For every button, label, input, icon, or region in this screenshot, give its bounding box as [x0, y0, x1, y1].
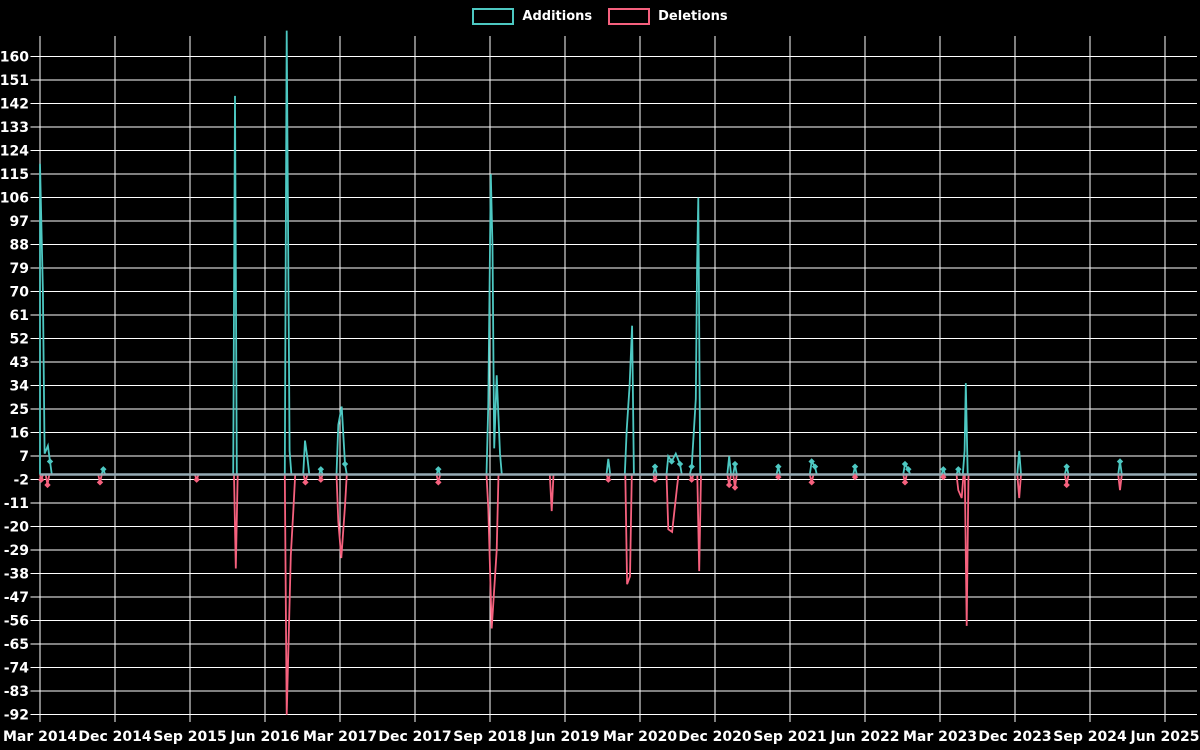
additions-point-marker	[811, 463, 819, 470]
x-axis-tick-label: Dec 2020	[678, 729, 752, 745]
additions-point-marker	[1063, 463, 1070, 470]
y-axis-tick-label: 43	[10, 355, 29, 371]
y-axis-tick-label: -2	[13, 473, 29, 489]
x-axis-tick-label: Sep 2021	[753, 729, 826, 745]
y-axis-tick-label: -65	[4, 637, 29, 653]
deletions-point-marker	[940, 473, 947, 481]
additions-point-marker	[808, 458, 815, 465]
legend-item-deletions[interactable]: Deletions	[608, 8, 728, 25]
y-axis-tick-label: -47	[4, 590, 29, 606]
additions-point-marker	[100, 466, 107, 473]
additions-swatch-icon	[472, 8, 515, 25]
deletions-point-marker	[725, 481, 733, 489]
y-axis-tick-label: 88	[10, 238, 29, 254]
x-axis-tick-label: Mar 2023	[903, 729, 977, 745]
deletions-line	[39, 473, 1197, 715]
y-axis-tick-label: 25	[10, 402, 29, 418]
deletions-point-marker	[38, 476, 45, 483]
deletions-point-marker	[775, 473, 782, 481]
y-axis-tick-label: 52	[10, 332, 29, 348]
y-axis-tick-label: 160	[0, 50, 29, 66]
additions-point-marker	[775, 463, 782, 470]
additions-point-marker	[955, 466, 962, 473]
chart-legend: Additions Deletions	[0, 8, 1200, 25]
legend-label-deletions: Deletions	[658, 9, 728, 24]
legend-item-additions[interactable]: Additions	[472, 8, 592, 25]
additions-point-marker	[317, 466, 325, 473]
y-axis-tick-label: -38	[4, 567, 29, 583]
y-axis-tick-label: -83	[4, 684, 29, 700]
deletions-point-marker	[605, 476, 612, 483]
x-axis-tick-label: Sep 2018	[453, 729, 526, 745]
y-axis-labels: 160 151 142 133 124 115 106 97 88 79 70 61 52 43 34 25 1…	[0, 50, 29, 724]
gridlines	[30, 36, 1197, 722]
deletions-point-marker	[317, 476, 325, 483]
deletions-point-marker	[302, 479, 309, 486]
y-axis-tick-label: -20	[4, 520, 30, 536]
deletions-point-marker	[193, 476, 200, 483]
y-axis-tick-label: 151	[0, 73, 29, 89]
deletions-swatch-icon	[608, 8, 651, 25]
x-axis-tick-label: Mar 2014	[3, 729, 77, 745]
additions-line	[39, 30, 1197, 476]
legend-label-additions: Additions	[522, 9, 593, 24]
additions-point-marker	[901, 460, 909, 468]
y-axis-tick-label: 7	[19, 449, 29, 465]
additions-markers	[46, 458, 1124, 473]
x-axis-tick-label: Jun 2019	[530, 729, 600, 745]
y-axis-tick-label: 133	[0, 120, 29, 136]
y-axis-tick-label: 79	[10, 261, 29, 277]
y-axis-tick-label: 115	[0, 167, 29, 183]
y-axis-tick-label: 106	[0, 191, 29, 207]
additions-point-marker	[905, 466, 912, 473]
deletions-point-marker	[1063, 481, 1070, 489]
y-axis-tick-label: 142	[0, 97, 29, 113]
additions-point-marker	[1116, 458, 1124, 465]
deletions-point-marker	[808, 479, 815, 486]
x-axis-labels: Mar 2014 Dec 2014 Sep 2015 Jun 2016 Mar 2017…	[3, 729, 1200, 745]
deletions-markers	[38, 473, 1070, 491]
x-axis-tick-label: Jun 2022	[830, 729, 900, 745]
x-axis-tick-label: Dec 2017	[378, 729, 451, 745]
additions-point-marker	[668, 458, 675, 465]
y-axis-tick-label: -92	[4, 708, 29, 724]
x-axis-tick-label: Dec 2023	[978, 729, 1051, 745]
y-axis-tick-label: -74	[4, 661, 30, 677]
additions-point-marker	[435, 466, 442, 473]
additions-point-marker	[688, 463, 695, 470]
additions-point-marker	[731, 460, 739, 468]
x-axis-tick-label: Jun 2025	[1130, 729, 1200, 745]
deletions-point-marker	[688, 476, 695, 483]
x-axis-tick-label: Sep 2015	[153, 729, 226, 745]
additions-point-marker	[651, 463, 659, 470]
y-axis-tick-label: -56	[4, 614, 29, 630]
y-axis-tick-label: 16	[10, 426, 29, 442]
y-axis-tick-label: -11	[4, 496, 29, 512]
y-axis-tick-label: 70	[10, 285, 30, 301]
y-axis-tick-label: 34	[10, 379, 30, 395]
deletions-point-marker	[731, 484, 739, 491]
y-axis-tick-label: 124	[0, 144, 29, 160]
additions-point-marker	[676, 460, 684, 468]
x-axis-tick-label: Jun 2016	[230, 729, 300, 745]
x-axis-tick-label: Mar 2020	[603, 729, 677, 745]
x-axis-tick-label: Mar 2017	[303, 729, 377, 745]
additions-point-marker	[341, 460, 349, 468]
x-axis-tick-label: Sep 2024	[1053, 729, 1127, 745]
x-axis-tick-label: Dec 2014	[78, 729, 152, 745]
deletions-point-marker	[96, 479, 104, 486]
y-axis-tick-label: -29	[4, 543, 29, 559]
deletions-point-marker	[651, 476, 659, 483]
y-axis-tick-label: 61	[10, 308, 29, 324]
additions-point-marker	[46, 458, 54, 465]
deletions-point-marker	[901, 479, 909, 486]
deletions-point-marker	[851, 473, 859, 481]
additions-point-marker	[851, 463, 859, 470]
deletions-point-marker	[435, 479, 442, 486]
additions-point-marker	[940, 466, 947, 473]
deletions-point-marker	[44, 481, 51, 489]
y-axis-tick-label: 97	[10, 214, 29, 230]
